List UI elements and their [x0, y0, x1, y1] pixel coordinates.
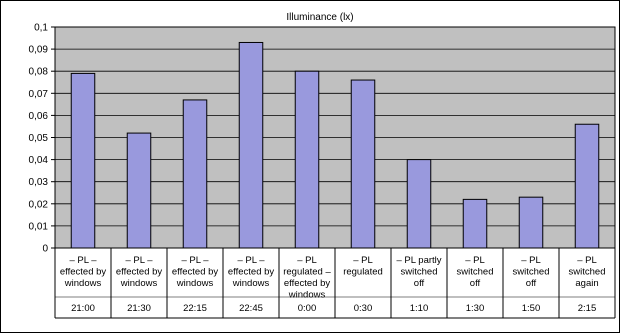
bar — [238, 41, 264, 249]
category-label: – PL — [521, 255, 541, 266]
time-label: 1:50 — [522, 303, 541, 314]
bar — [70, 72, 96, 249]
category-label: off — [470, 278, 481, 289]
category-label: – PL partly — [396, 255, 441, 266]
category-label: – PL — [465, 255, 485, 266]
category-label: – PL – — [125, 255, 153, 266]
category-label: again — [575, 278, 598, 289]
category-label: effected by — [116, 267, 163, 278]
bar — [126, 132, 152, 249]
category-label: off — [414, 278, 425, 289]
category-label: switched — [457, 267, 494, 278]
category-label: off — [526, 278, 537, 289]
category-label: – PL – — [237, 255, 265, 266]
bar — [518, 196, 544, 249]
category-label: windows — [176, 278, 214, 289]
y-tick-label: 0 — [42, 244, 48, 255]
y-tick-label: 0,09 — [29, 45, 49, 56]
category-label: effected by — [228, 267, 275, 278]
bar — [182, 99, 208, 249]
time-label: 21:30 — [127, 303, 151, 314]
bar — [350, 79, 376, 249]
bar — [294, 70, 320, 249]
time-label: 2:15 — [578, 303, 597, 314]
bar — [574, 123, 600, 249]
category-label: effected by — [172, 267, 219, 278]
category-label: windows — [288, 290, 326, 301]
category-label: – PL — [577, 255, 597, 266]
category-label: effected by — [284, 278, 331, 289]
category-label: switched — [401, 267, 438, 278]
y-tick-label: 0,05 — [29, 133, 49, 144]
y-tick-label: 0,08 — [29, 67, 49, 78]
category-label: – PL — [297, 255, 317, 266]
category-label: switched — [569, 267, 606, 278]
time-label: 22:15 — [183, 303, 207, 314]
time-label: 21:00 — [71, 303, 95, 314]
time-label: 1:30 — [466, 303, 485, 314]
y-tick-label: 0,04 — [29, 155, 49, 166]
y-tick-label: 0,02 — [29, 199, 49, 210]
category-label: – PL – — [69, 255, 97, 266]
chart-title: Illuminance (lx) — [286, 12, 353, 23]
time-label: 22:45 — [239, 303, 263, 314]
category-label: – PL — [353, 255, 373, 266]
category-label: regulated – — [283, 267, 331, 278]
category-label: regulated — [343, 267, 383, 278]
y-tick-label: 0,06 — [29, 111, 49, 122]
bar — [406, 159, 432, 249]
category-label: effected by — [60, 267, 107, 278]
time-label: 0:30 — [354, 303, 373, 314]
category-label: – PL – — [181, 255, 209, 266]
y-tick-label: 0,07 — [29, 89, 49, 100]
category-label: windows — [64, 278, 102, 289]
bar — [462, 198, 488, 249]
y-tick-label: 0,03 — [29, 177, 49, 188]
y-tick-label: 0,01 — [29, 221, 49, 232]
time-label: 0:00 — [298, 303, 317, 314]
time-label: 1:10 — [410, 303, 429, 314]
category-label: windows — [232, 278, 270, 289]
category-label: switched — [513, 267, 550, 278]
category-label: windows — [120, 278, 158, 289]
y-tick-label: 0,1 — [34, 23, 48, 34]
